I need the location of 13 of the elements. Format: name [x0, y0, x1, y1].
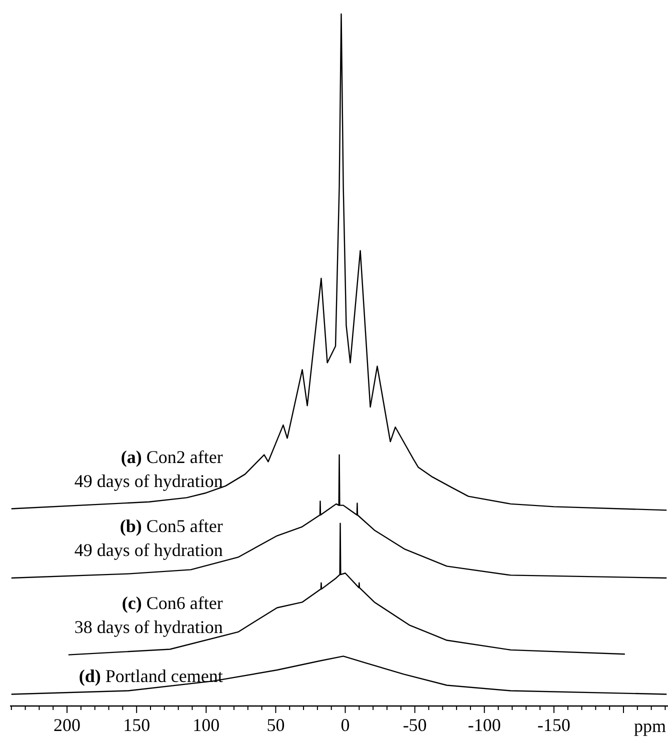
- x-tick-label: 0: [340, 715, 350, 735]
- series-label: (b) Con5 after 49 days of hydration: [74, 516, 223, 560]
- x-tick-label: 200: [54, 715, 81, 735]
- series-label: (c) Con6 after 38 days of hydration: [74, 592, 223, 637]
- x-tick-label: -50: [402, 715, 427, 735]
- x-tick-label: 100: [192, 715, 220, 735]
- series-label: (d) Portland cement: [78, 666, 223, 686]
- x-tick-label: 150: [123, 715, 150, 735]
- x-tick-label: -150: [537, 715, 570, 735]
- series-label: (a) Con2 after 49 days of hydration: [74, 446, 223, 491]
- x-tick-label: -100: [468, 715, 501, 735]
- x-tick-label: 50: [266, 715, 285, 735]
- x-axis-title: ppm: [634, 716, 666, 736]
